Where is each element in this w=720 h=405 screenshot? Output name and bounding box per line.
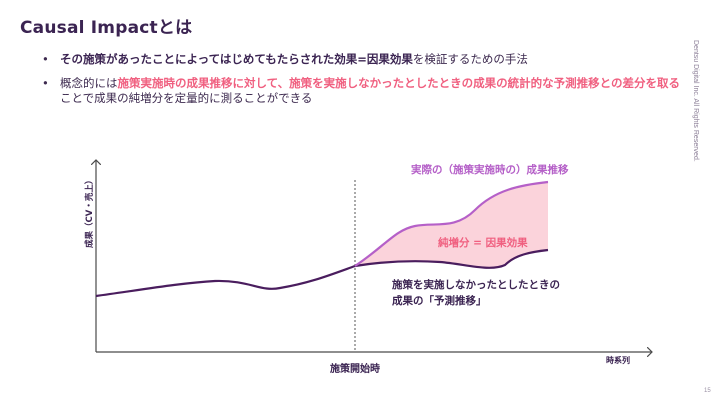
copyright-sidebar: Dentsu Digital Inc. All Rights Reserved. bbox=[692, 40, 699, 162]
bullet-item-2: • 概念的には施策実施時の成果推移に対して、施策を実施しなかったとしたときの成果… bbox=[40, 76, 680, 106]
actual-line bbox=[354, 180, 549, 267]
y-axis-label: 成果（CV・売上） bbox=[84, 176, 95, 248]
increment-area bbox=[355, 182, 548, 269]
bullet-2-text-lead: 概念的には bbox=[60, 76, 118, 90]
bullet-dot: • bbox=[42, 52, 49, 66]
increment-label: 純増分 = 因果効果 bbox=[438, 236, 528, 249]
bullet-1-bold-text: その施策があったことによってはじめてもたらされた効果=因果効果 bbox=[60, 52, 413, 66]
bullet-dot: • bbox=[42, 76, 49, 90]
bullet-2-highlight-text: 施策実施時の成果推移に対して、施策を実施しなかったとしたときの成果の統計的な予測… bbox=[117, 76, 680, 90]
counterfactual-label-line2: 成果の「予測推移」 bbox=[392, 294, 487, 307]
slide-title: Causal Impactとは bbox=[20, 18, 193, 38]
bullet-2-text-tail: ことで成果の純増分を定量的に測ることができる bbox=[60, 91, 313, 105]
page-number: 15 bbox=[704, 388, 711, 394]
x-axis-label: 時系列 bbox=[606, 355, 630, 365]
bullet-item-1: • その施策があったことによってはじめてもたらされた効果=因果効果を検証するため… bbox=[40, 52, 680, 67]
counterfactual-label-line1: 施策を実施しなかったとしたときの bbox=[392, 278, 560, 291]
intervention-label: 施策開始時 bbox=[330, 362, 380, 375]
bullet-list: • その施策があったことによってはじめてもたらされた効果=因果効果を検証するため… bbox=[40, 52, 680, 115]
actual-line-label: 実際の（施策実施時の）成果推移 bbox=[411, 163, 569, 176]
bullet-1-text: を検証するための手法 bbox=[412, 52, 528, 66]
counterfactual-line bbox=[95, 248, 549, 298]
